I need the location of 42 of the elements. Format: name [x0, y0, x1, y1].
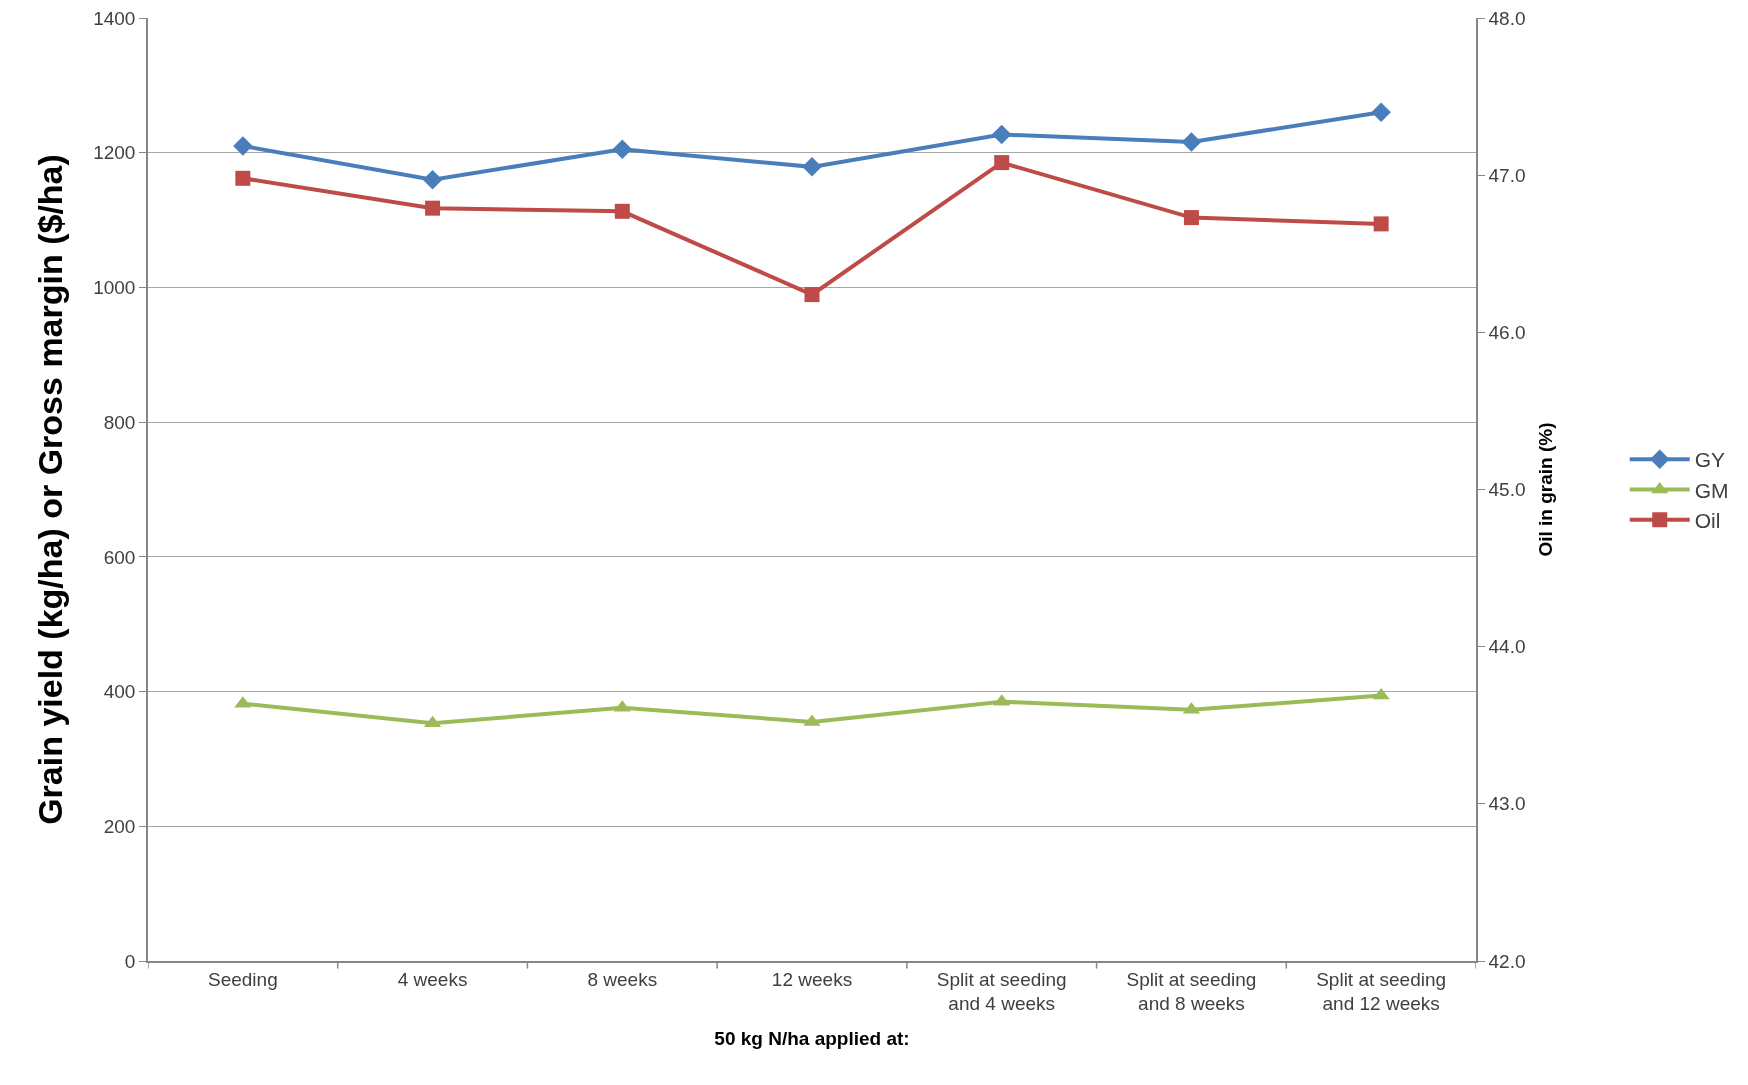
y-tick-label: 600 — [103, 546, 136, 568]
y2-tick-label: 45.0 — [1488, 479, 1526, 501]
point — [1371, 102, 1391, 123]
x-tick-label: 12 weeks — [771, 968, 853, 990]
y2-tick-label: 47.0 — [1488, 164, 1526, 186]
x-tick-label: 8 weeks — [587, 968, 658, 990]
y-tick-label: 1400 — [93, 7, 136, 29]
point — [1373, 216, 1389, 232]
x-tick-label: Split at seeding and 12 weeks — [1316, 968, 1447, 1015]
y-tick-label: 200 — [103, 815, 136, 837]
point — [802, 157, 822, 177]
y2-tick-label: 44.0 — [1488, 636, 1526, 658]
y2-axis-title: Oil in grain (%) — [1534, 422, 1556, 557]
y2-tick-label: 42.0 — [1488, 950, 1526, 972]
point — [422, 169, 443, 190]
legend-label: Oil — [1694, 508, 1721, 532]
x-tick-label: 4 weeks — [397, 968, 468, 990]
x-tick-label: Split at seeding and 8 weeks — [1126, 968, 1257, 1015]
y2-tick-label: 43.0 — [1488, 793, 1526, 815]
y-tick-label: 1000 — [93, 277, 136, 299]
y-axis-title: Grain yield (kg/ha) or Gross margin ($/ha) — [31, 154, 70, 825]
point — [425, 200, 441, 216]
point — [994, 155, 1010, 171]
point — [804, 287, 820, 303]
legend-label: GM — [1694, 478, 1729, 502]
point — [614, 203, 630, 219]
point — [612, 139, 633, 160]
y-tick-label: 0 — [124, 950, 136, 972]
y2-tick-label: 46.0 — [1488, 321, 1526, 343]
point — [235, 170, 251, 186]
x-tick-label: Split at seeding and 4 weeks — [936, 968, 1067, 1015]
x-axis-title: 50 kg N/ha applied at: — [714, 1027, 910, 1049]
x-tick-label: Seeding — [207, 968, 278, 990]
legend-label: GY — [1694, 448, 1726, 472]
point — [1183, 210, 1199, 226]
y2-tick-label: 48.0 — [1488, 7, 1526, 29]
point — [233, 136, 253, 156]
y-tick-label: 800 — [103, 411, 136, 433]
y-tick-label: 1200 — [93, 142, 136, 164]
point — [1181, 132, 1202, 152]
point — [991, 124, 1012, 145]
y-tick-label: 400 — [103, 681, 136, 703]
